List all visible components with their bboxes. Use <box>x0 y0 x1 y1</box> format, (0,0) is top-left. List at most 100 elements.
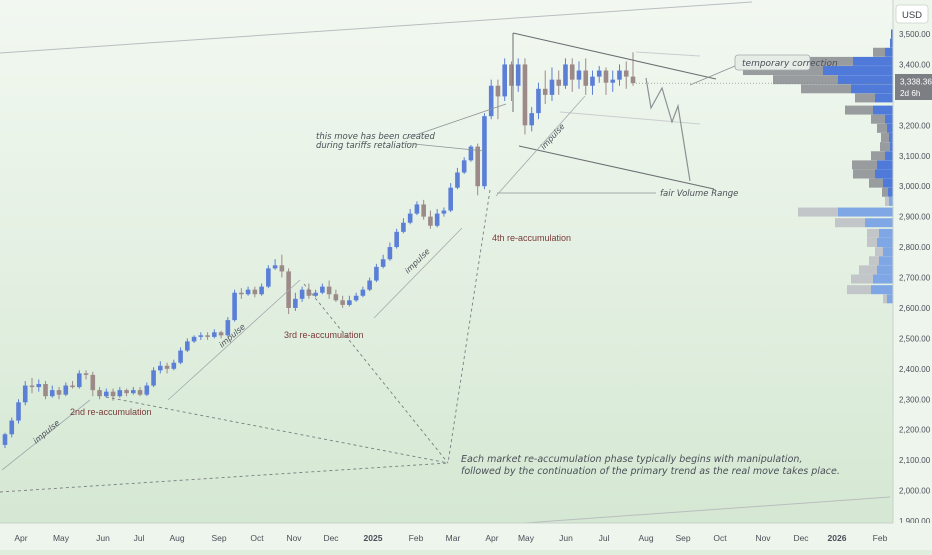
price-badge-countdown: 2d 6h <box>900 89 921 98</box>
candle <box>22 380 28 406</box>
candle <box>488 79 494 120</box>
candle <box>326 280 332 299</box>
reacc-2nd-label: 2nd re-accumulation <box>70 407 152 417</box>
candle <box>185 338 190 353</box>
volume-profile-bar <box>867 228 893 238</box>
candle <box>387 242 393 261</box>
volume-profile-bar <box>869 178 893 188</box>
impulse-line-4 <box>495 95 586 197</box>
candle <box>509 61 514 101</box>
volume-profile-bar <box>853 169 893 179</box>
volume-profile-bar <box>743 66 893 76</box>
price-tick-label: 2,000.00 <box>899 487 931 496</box>
candle <box>164 362 170 374</box>
time-tick-label: Apr <box>485 533 498 543</box>
time-tick-label: Jun <box>96 533 110 543</box>
candle <box>198 332 204 340</box>
time-ticks: Apr May Jun Jul Aug Sep Oct Nov Dec 2025 Feb Mar Apr… <box>14 533 887 543</box>
candles-layer <box>2 52 636 448</box>
candle <box>49 385 55 398</box>
reacc-3rd-label: 3rd re-accumulation <box>284 330 364 340</box>
volume-profile-bar <box>801 84 893 94</box>
candle <box>502 58 507 101</box>
dashed-line-3 <box>303 283 449 464</box>
price-tick-label: 2,600.00 <box>899 304 931 313</box>
dashed-line-2 <box>105 396 449 464</box>
candle <box>252 286 258 298</box>
candle <box>63 382 69 397</box>
price-tick-label: 3,000.00 <box>899 182 931 191</box>
candle <box>320 283 325 295</box>
price-tick-label: 2,300.00 <box>899 395 931 404</box>
candle <box>475 143 480 196</box>
time-tick-label: Mar <box>446 533 461 543</box>
candle <box>313 289 318 298</box>
time-tick-label: Dec <box>323 533 339 543</box>
candle <box>367 277 372 292</box>
candle <box>9 417 15 438</box>
time-tick-label: Jul <box>134 533 145 543</box>
wedge-upper-line <box>512 32 717 80</box>
candle <box>583 58 589 95</box>
candle <box>56 387 62 400</box>
candle <box>414 201 420 216</box>
volume-profile-bar <box>873 47 893 57</box>
volume-profile-bar <box>880 142 893 152</box>
candle <box>266 265 271 289</box>
time-tick-label: Sep <box>211 533 226 543</box>
price-tick-label: 3,100.00 <box>899 152 931 161</box>
wedge-lower-line <box>518 145 715 190</box>
candle <box>29 377 35 394</box>
candle <box>421 199 426 220</box>
time-tick-label: Jun <box>559 533 573 543</box>
time-tick-label: Aug <box>169 533 184 543</box>
candle <box>158 361 163 374</box>
time-axis[interactable] <box>0 523 932 550</box>
candle <box>103 388 109 398</box>
volume-profile-bar <box>855 93 893 103</box>
currency-label: USD <box>902 10 922 21</box>
candle <box>333 289 339 302</box>
price-tick-label: 2,900.00 <box>899 213 931 222</box>
candle <box>603 67 609 95</box>
candle <box>259 283 264 296</box>
candle <box>401 218 406 234</box>
time-tick-label: May <box>53 533 70 543</box>
candle <box>542 70 548 105</box>
candle <box>468 145 474 162</box>
dashed-line-4 <box>447 189 491 464</box>
candle <box>36 379 42 392</box>
volume-profile-bar <box>891 29 893 39</box>
candle <box>218 330 224 339</box>
candle <box>380 254 386 269</box>
candle <box>563 58 568 89</box>
candle <box>16 399 21 424</box>
candle <box>623 61 629 89</box>
volume-profile-bar <box>859 265 893 275</box>
tariffs-pointer-1 <box>403 103 507 140</box>
currency-box[interactable] <box>895 4 929 24</box>
time-tick-label: 2025 <box>364 533 383 543</box>
candle <box>340 295 345 308</box>
candle <box>360 286 366 298</box>
volume-profile-bar <box>885 196 893 206</box>
candle <box>482 113 487 190</box>
candle <box>97 387 102 400</box>
candle <box>137 387 143 397</box>
candle <box>70 380 75 389</box>
candle <box>286 268 291 315</box>
candle <box>522 58 528 135</box>
price-tick-label: 3,200.00 <box>899 121 931 130</box>
price-tick-label: 2,500.00 <box>899 334 931 343</box>
volume-profile-bar <box>835 218 893 228</box>
tariffs-label-line-1: this move has been created <box>316 132 435 142</box>
tariffs-label-line-2: during tariffs retaliation <box>316 141 417 151</box>
price-tick-label: 1,900.00 <box>899 517 931 526</box>
candle <box>590 70 595 95</box>
volume-profile-bar <box>881 132 893 142</box>
candle <box>461 157 467 175</box>
candle <box>529 107 535 132</box>
candle <box>515 58 521 92</box>
